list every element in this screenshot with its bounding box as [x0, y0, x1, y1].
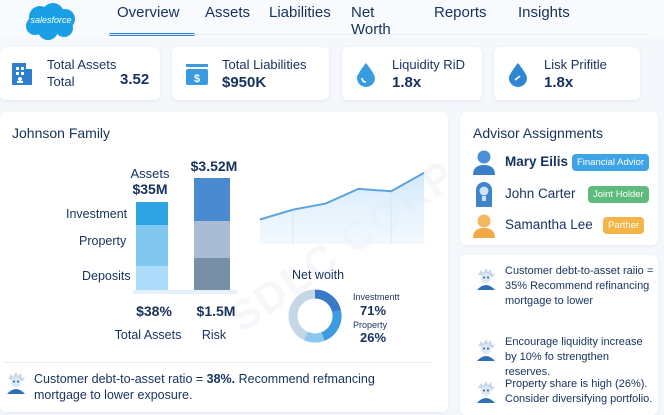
segment-label-deposits: Deposits: [82, 269, 131, 283]
donut-slice-property: [321, 309, 342, 341]
divider: [4, 362, 432, 363]
kpi-label: Total Liabilities: [222, 57, 307, 72]
risk-segment-middle[interactable]: [194, 221, 230, 258]
advisor-role-badge: Financial Advior: [572, 154, 650, 171]
einstein-icon: [477, 268, 495, 290]
net-worth-donut[interactable]: [287, 288, 343, 344]
donut-label-property: Property: [353, 320, 388, 330]
advisor-name: John Carter: [505, 186, 576, 201]
kpi-value: 3.52: [120, 71, 150, 88]
assets-caption: Total Assets: [114, 328, 182, 342]
building-icon: [12, 63, 32, 85]
kpi-label: Total Assets: [47, 57, 117, 72]
insight-text: Property share is high (26%). Consider d…: [505, 378, 653, 405]
nav-divider: [108, 34, 648, 35]
kpi-card-total-liabilities[interactable]: $ Total Liabilities $950K: [172, 47, 329, 100]
tab-net-worth[interactable]: Net Worth: [351, 4, 391, 38]
advisor-name: Samantha Lee: [505, 217, 593, 232]
donut-value-investment: 71%: [360, 303, 387, 318]
net-worth-trend-chart[interactable]: [258, 164, 426, 244]
kpi-label: Lisk Prifitle: [544, 57, 607, 72]
assets-head-label: Assets: [130, 166, 170, 181]
water-drop-icon: [357, 63, 375, 87]
insight-text-pre: Customer debt-to-asset ratio =: [34, 372, 207, 386]
kpi-card-total-assets[interactable]: Total Assets Total 3.52: [0, 47, 160, 100]
segment-label-property: Property: [79, 234, 127, 248]
advisor-assignments-card: Advisor Assignments Mary Eilis Financial…: [460, 112, 658, 245]
insight-text-post: Recommend refmancing mortgage to lower e…: [34, 372, 375, 402]
tab-insights[interactable]: Insights: [518, 4, 570, 21]
assets-foot-value: $38%: [136, 303, 172, 319]
einstein-icon: [7, 372, 25, 394]
insight-text: Customer debt-to-asset raiio = 35% Recom…: [505, 265, 654, 307]
risk-head-value: $3.52M: [190, 158, 238, 174]
kpi-value: 1.8x: [544, 74, 574, 91]
salesforce-logo[interactable]: salesforce: [22, 2, 80, 42]
tab-liabilities[interactable]: Liabilities: [269, 4, 331, 21]
assets-bar-head: Assets $35M: [128, 166, 172, 197]
bar-baseline: [133, 290, 237, 294]
advisor-title: Advisor Assignments: [473, 125, 603, 141]
family-title: Johnson Family: [12, 125, 111, 141]
main-insight-text: Customer debt-to-asset ratio = 38%. Reco…: [34, 371, 394, 403]
advisor-role-badge: Joint Holder: [588, 186, 649, 203]
main-nav: Overview Assets Liabilities Net Worth Re…: [105, 0, 582, 38]
kpi-sublabel: Total: [47, 74, 75, 89]
kpi-card-risk-profile[interactable]: Lisk Prifitle 1.8x: [494, 47, 640, 100]
advisor-name: Mary Eilis: [505, 154, 569, 169]
assets-head-value: $35M: [132, 181, 168, 197]
advisor-role-badge: Parther: [603, 217, 645, 234]
donut-label-investment: Investmentt: [353, 292, 400, 302]
segment-label-investment: Investment: [66, 207, 128, 221]
insight-text: Encourage liquidity increase by 10% fo s…: [505, 336, 643, 378]
advisor-row[interactable]: Mary Eilis Financial Advior: [470, 148, 655, 176]
risk-caption: Risk: [201, 328, 227, 342]
bar-segment-property[interactable]: [136, 225, 168, 266]
insight-text-bold: 38%.: [206, 372, 236, 386]
einstein-icon: [477, 381, 495, 403]
donut-slice-other: [304, 331, 325, 343]
risk-segment-top[interactable]: [194, 178, 230, 221]
risk-foot-value: $1.5M: [196, 303, 236, 319]
family-overview-card: SDLC CORP Johnson Family Assets $35M $3.…: [0, 112, 465, 412]
einstein-icon: [477, 339, 495, 361]
top-header: salesforce Overview Assets Liabilities N…: [0, 0, 664, 40]
bar-segment-investment[interactable]: [136, 202, 168, 225]
tab-reports[interactable]: Reports: [434, 4, 487, 21]
advisor-row[interactable]: John Carter Joint Holder: [470, 180, 655, 208]
kpi-value: 1.8x: [392, 74, 422, 91]
person-avatar-icon: [476, 182, 492, 207]
net-worth-title: Net woith: [292, 268, 345, 282]
advisor-row[interactable]: Samantha Lee Parther: [470, 211, 655, 239]
person-avatar-icon: [473, 214, 495, 238]
risk-bar-head: $3.52M: [184, 158, 244, 174]
kpi-card-liquidity[interactable]: Liquidity RiD 1.8x: [342, 47, 482, 100]
trend-area: [260, 172, 424, 244]
donut-value-property: 26%: [360, 330, 387, 345]
logo-text: salesforce: [30, 15, 72, 25]
cloud-icon: [26, 3, 75, 40]
person-avatar-icon: [473, 150, 495, 175]
risk-segment-bottom[interactable]: [194, 258, 230, 290]
donut-slice-investment: [314, 289, 341, 313]
kpi-value: $950K: [222, 74, 267, 91]
tab-assets[interactable]: Assets: [205, 4, 251, 21]
tab-overview[interactable]: Overview: [105, 0, 195, 36]
bar-segment-deposits[interactable]: [136, 266, 168, 290]
svg-text:$: $: [194, 73, 200, 85]
trend-line: [259, 172, 425, 221]
kpi-label: Liquidity RiD: [392, 57, 465, 72]
dollar-card-icon: $: [186, 64, 208, 85]
insights-card: Customer debt-to-asset raiio = 35% Recom…: [460, 255, 658, 415]
water-drop-check-icon: [509, 63, 527, 87]
